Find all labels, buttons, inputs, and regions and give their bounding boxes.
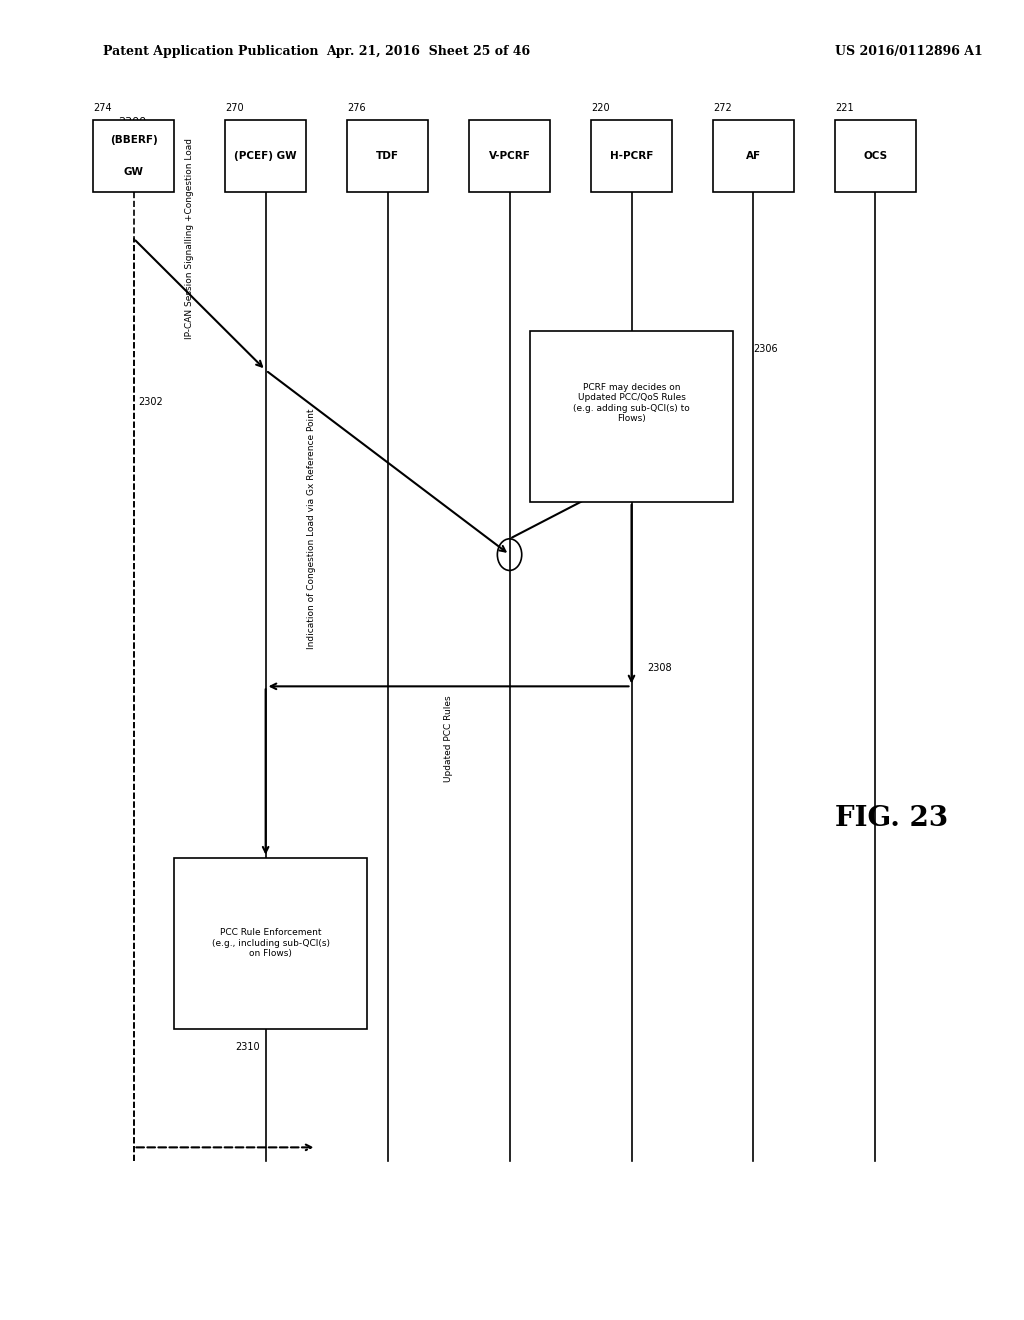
Text: OCS: OCS [863,152,888,161]
Text: 2310: 2310 [236,1041,260,1052]
FancyBboxPatch shape [835,120,916,193]
Text: GW: GW [124,166,143,177]
Text: 270: 270 [225,103,244,114]
Text: 274: 274 [93,103,112,114]
Text: (PCEF) GW: (PCEF) GW [234,152,297,161]
Text: H-PCRF: H-PCRF [610,152,653,161]
Text: Indication of Congestion Load via Gx Reference Point: Indication of Congestion Load via Gx Ref… [307,408,315,648]
Text: 2308: 2308 [647,663,672,673]
Text: 220: 220 [591,103,609,114]
FancyBboxPatch shape [174,858,368,1028]
FancyBboxPatch shape [225,120,306,193]
Text: Apr. 21, 2016  Sheet 25 of 46: Apr. 21, 2016 Sheet 25 of 46 [327,45,530,58]
Text: 221: 221 [835,103,853,114]
Text: FIG. 23: FIG. 23 [835,805,948,832]
FancyBboxPatch shape [591,120,672,193]
Text: PCRF may decides on
Updated PCC/QoS Rules
(e.g. adding sub-QCI(s) to
Flows): PCRF may decides on Updated PCC/QoS Rule… [573,383,690,424]
Text: (BBERF): (BBERF) [110,136,158,145]
Text: V-PCRF: V-PCRF [488,152,530,161]
FancyBboxPatch shape [93,120,174,193]
Text: PCC Rule Enforcement
(e.g., including sub-QCI(s)
on Flows): PCC Rule Enforcement (e.g., including su… [212,928,330,958]
Text: 276: 276 [347,103,366,114]
Text: TDF: TDF [376,152,399,161]
FancyBboxPatch shape [713,120,795,193]
Text: AF: AF [745,152,761,161]
Text: 272: 272 [713,103,731,114]
Text: US 2016/0112896 A1: US 2016/0112896 A1 [835,45,982,58]
Text: 2306: 2306 [754,345,778,354]
FancyBboxPatch shape [347,120,428,193]
FancyBboxPatch shape [529,331,733,502]
Text: Patent Application Publication: Patent Application Publication [103,45,318,58]
FancyBboxPatch shape [469,120,550,193]
Text: 2302: 2302 [138,396,164,407]
Text: IP-CAN Session Signalling +Congestion Load: IP-CAN Session Signalling +Congestion Lo… [185,139,194,339]
Text: 2300: 2300 [118,116,146,127]
Text: Updated PCC Rules: Updated PCC Rules [444,696,453,783]
